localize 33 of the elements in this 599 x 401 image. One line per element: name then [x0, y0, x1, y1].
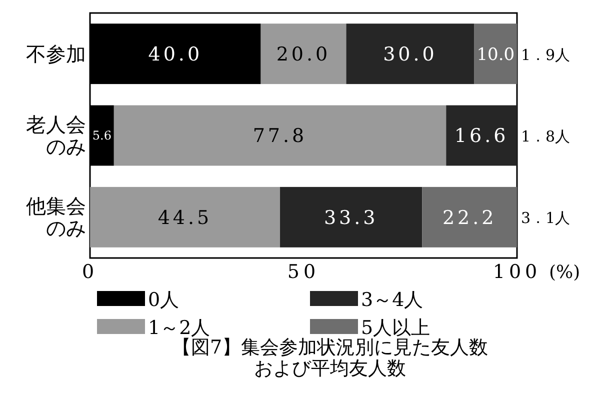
- bar: [280, 186, 422, 248]
- x-tick-label: 50: [287, 261, 320, 283]
- legend-label: 5人以上: [361, 317, 430, 339]
- bar: [474, 24, 517, 84]
- data-label: 22.2: [442, 206, 497, 229]
- bar: [260, 24, 346, 84]
- text: 【図7】集会参加状況別に見た友人数および平均友人数: [172, 336, 488, 380]
- data-label: 44.5: [158, 206, 212, 229]
- y-tick-label: 老人会のみ: [26, 112, 86, 158]
- x-axis-title: (%): [549, 262, 580, 283]
- data-label: 5.6: [92, 128, 112, 143]
- y-tick-label: 他集会のみ: [26, 194, 86, 240]
- bar: [346, 24, 474, 84]
- legend-label: 3～4人: [361, 289, 424, 311]
- bar: [90, 186, 280, 248]
- data-label: 30.0: [383, 43, 438, 66]
- text: 1．9人: [521, 46, 570, 64]
- x-tick-label: 100: [492, 261, 542, 283]
- data-label: 33.3: [324, 206, 378, 229]
- x-tick-label: 0: [82, 261, 98, 283]
- bar: [422, 186, 517, 248]
- bar: [114, 105, 446, 166]
- text: 1．8人: [521, 128, 570, 146]
- legend-label: 0人: [148, 289, 180, 311]
- legend-label: 1～2人: [148, 317, 210, 339]
- data-label: 20.0: [276, 43, 331, 66]
- data-label: 10.0: [476, 44, 515, 65]
- y-tick-label: 不参加: [26, 42, 86, 66]
- data-label: 77.8: [252, 125, 308, 148]
- text: 3．1人: [521, 209, 570, 228]
- data-label: 40.0: [148, 43, 203, 66]
- bar: [446, 105, 517, 166]
- data-label: 16.6: [454, 125, 509, 148]
